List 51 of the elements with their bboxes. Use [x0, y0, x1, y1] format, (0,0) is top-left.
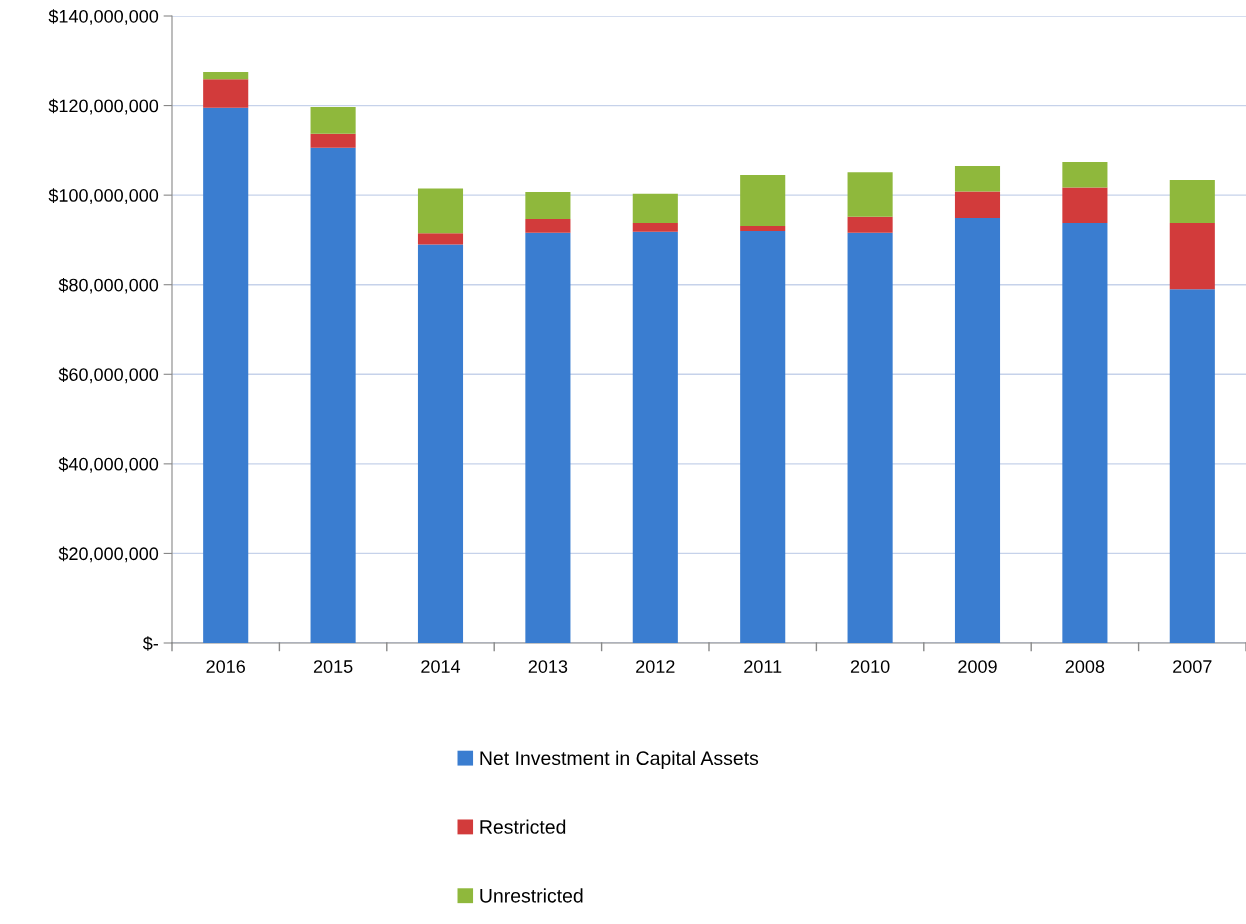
- y-tick-label: $100,000,000: [48, 188, 159, 204]
- x-tick-label: 2013: [528, 660, 568, 673]
- x-tick-label: 2016: [206, 660, 245, 673]
- bar: [310, 133, 356, 148]
- bar: [203, 71, 249, 80]
- bar: [1062, 187, 1108, 223]
- y-tick-label: $80,000,000: [58, 277, 159, 294]
- x-tick-label: 2014: [421, 660, 461, 673]
- bar: [310, 106, 356, 134]
- bar: [740, 226, 786, 231]
- y-tick-label: $60,000,000: [58, 367, 159, 384]
- y-tick-label: $20,000,000: [58, 546, 159, 563]
- bar: [847, 172, 893, 217]
- bar: [203, 79, 249, 108]
- bar: [1169, 222, 1215, 290]
- legend-label: Unrestricted: [480, 888, 583, 903]
- x-tick-label: 2007: [1173, 660, 1212, 673]
- bar: [1169, 289, 1215, 643]
- y-tick-label: $40,000,000: [58, 457, 159, 473]
- bar: [1062, 162, 1108, 188]
- bar: [525, 218, 571, 233]
- bar: [417, 244, 464, 643]
- x-tick-label: 2008: [1065, 660, 1105, 673]
- bar: [1062, 222, 1108, 643]
- bar: [632, 222, 678, 232]
- x-tick-label: 2015: [313, 660, 353, 673]
- bar: [1169, 179, 1215, 223]
- y-tick-label: $120,000,000: [48, 98, 159, 115]
- bar: [417, 188, 464, 234]
- x-tick-label: 2010: [850, 660, 890, 673]
- bar: [525, 232, 571, 643]
- x-tick-label: 2009: [958, 660, 997, 673]
- bar: [525, 192, 571, 219]
- bar: [417, 233, 464, 245]
- bar: [740, 230, 786, 643]
- bar: [740, 174, 786, 227]
- legend-label: Restricted: [480, 819, 566, 834]
- bar: [847, 216, 893, 233]
- bar: [954, 166, 1001, 192]
- y-tick-label: $-: [142, 636, 159, 651]
- bar: [954, 191, 1001, 218]
- x-tick-label: 2011: [744, 660, 782, 673]
- bar: [632, 193, 678, 223]
- bar: [847, 232, 893, 643]
- legend-label: Net Investment in Capital Assets: [480, 750, 759, 769]
- bar: [632, 231, 678, 643]
- y-tick-label: $140,000,000: [48, 9, 159, 25]
- bar: [954, 217, 1001, 643]
- bar: [203, 107, 249, 643]
- bar: [310, 147, 356, 643]
- x-tick-label: 2012: [636, 660, 675, 673]
